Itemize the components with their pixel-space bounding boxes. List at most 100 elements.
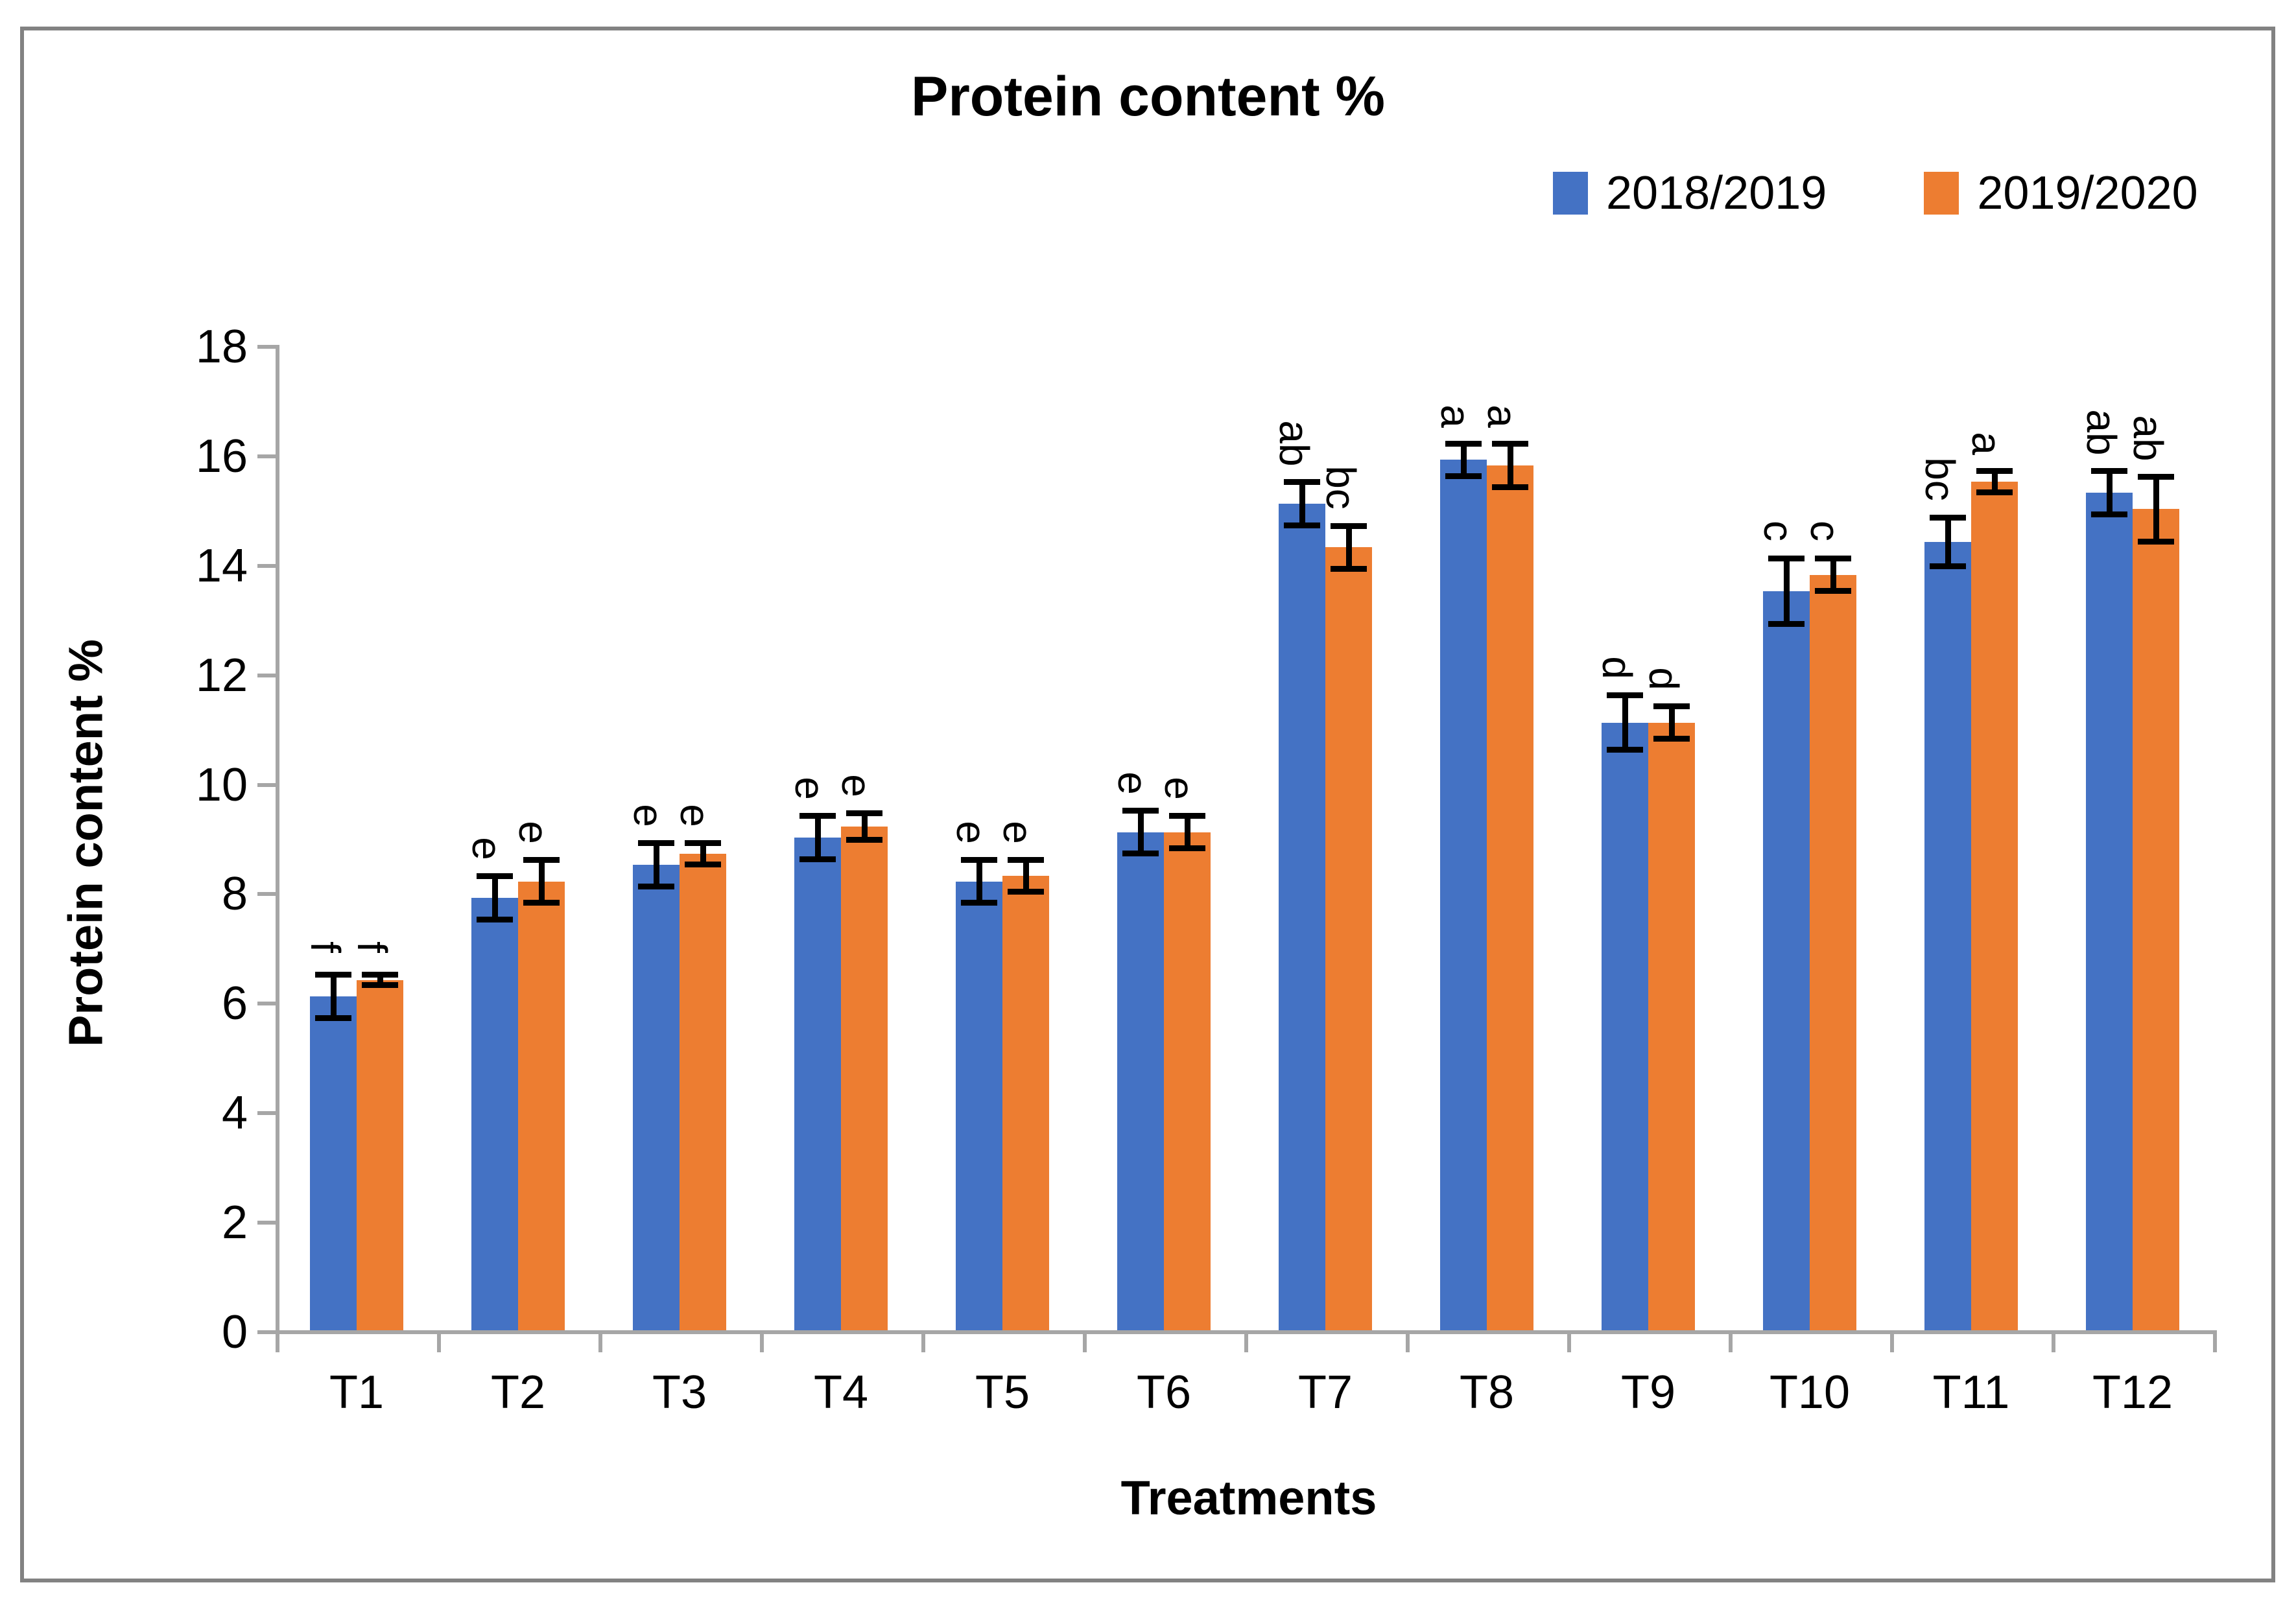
significance-letter: e xyxy=(1156,777,1203,801)
x-tick xyxy=(1729,1330,1733,1352)
significance-letter: ab xyxy=(2078,409,2125,456)
error-bar-line xyxy=(1023,859,1029,893)
bar-T8-2019-2020 xyxy=(1487,465,1533,1330)
x-axis-category-label: T5 xyxy=(975,1367,1030,1418)
error-bar-cap-top xyxy=(799,813,836,819)
error-bar-line xyxy=(2106,471,2113,515)
y-tick xyxy=(257,892,276,897)
legend-item-2019-2020: 2019/2020 xyxy=(1924,167,2198,219)
bar-T3-2018-2019 xyxy=(633,865,680,1330)
error-bar-line xyxy=(1507,443,1513,487)
y-tick xyxy=(257,1330,276,1334)
significance-letter: f xyxy=(349,941,396,953)
error-bar-line xyxy=(2153,476,2159,542)
error-bar-cap-top xyxy=(1445,441,1482,447)
x-tick xyxy=(760,1330,764,1352)
significance-letter: bc xyxy=(1917,457,1963,501)
y-tick-label: 0 xyxy=(221,1306,248,1358)
x-tick xyxy=(437,1330,441,1352)
error-bar-cap-bottom xyxy=(1768,620,1805,627)
bar-T12-2019-2020 xyxy=(2133,509,2179,1330)
error-bar-line xyxy=(1184,816,1190,849)
bar-T7-2019-2020 xyxy=(1325,547,1372,1330)
y-tick-label: 4 xyxy=(221,1087,248,1140)
chart-title: Protein content % xyxy=(910,65,1386,128)
significance-letter: e xyxy=(948,820,995,844)
y-axis-title: Protein content % xyxy=(58,639,113,1048)
error-bar-cap-top xyxy=(2138,473,2174,480)
x-tick xyxy=(276,1330,279,1352)
error-bar-cap-bottom xyxy=(2091,511,2127,517)
bar-T4-2019-2020 xyxy=(841,827,888,1330)
y-tick-label: 8 xyxy=(221,868,248,921)
y-tick-label: 18 xyxy=(195,321,248,373)
error-bar-line xyxy=(700,843,706,865)
x-axis-category-label: T3 xyxy=(652,1367,707,1418)
y-axis-line xyxy=(276,345,279,1334)
error-bar-line xyxy=(377,974,383,985)
x-tick xyxy=(598,1330,602,1352)
bar-T6-2019-2020 xyxy=(1164,832,1211,1330)
y-tick-label: 12 xyxy=(195,649,248,701)
x-axis-title: Treatments xyxy=(1120,1471,1377,1525)
legend-label: 2018/2019 xyxy=(1606,167,1827,219)
y-tick xyxy=(257,454,276,458)
error-bar-cap-top xyxy=(961,856,997,863)
error-bar-cap-top xyxy=(685,840,721,847)
error-bar-cap-bottom xyxy=(1930,563,1966,569)
error-bar-cap-bottom xyxy=(1008,889,1044,895)
error-bar-cap-top xyxy=(1653,703,1690,710)
error-bar-line xyxy=(491,876,498,920)
x-tick xyxy=(1244,1330,1248,1352)
significance-letter: e xyxy=(625,804,672,828)
significance-letter: e xyxy=(672,804,718,828)
significance-letter: d xyxy=(1640,667,1687,691)
x-axis-category-label: T9 xyxy=(1620,1367,1676,1418)
error-bar-line xyxy=(653,843,659,887)
significance-letter: e xyxy=(833,774,880,797)
error-bar-cap-top xyxy=(1492,441,1528,447)
error-bar-cap-bottom xyxy=(1815,588,1851,594)
significance-letter: e xyxy=(787,777,833,801)
error-bar-line xyxy=(1345,525,1352,570)
error-bar-line xyxy=(1622,695,1628,750)
significance-letter: e xyxy=(1109,771,1156,795)
significance-letter: a xyxy=(1963,432,2010,456)
x-tick xyxy=(1567,1330,1571,1352)
legend-label: 2019/2020 xyxy=(1977,167,2198,219)
x-axis-category-label: T8 xyxy=(1459,1367,1515,1418)
error-bar-line xyxy=(1991,471,1998,493)
error-bar-cap-top xyxy=(523,856,560,863)
significance-letter: f xyxy=(302,941,349,953)
error-bar-cap-top xyxy=(315,972,351,978)
bar-T2-2018-2019 xyxy=(471,897,518,1330)
bar-T11-2018-2019 xyxy=(1924,542,1971,1330)
error-bar-cap-bottom xyxy=(477,916,513,922)
y-tick xyxy=(257,345,276,349)
bar-T11-2019-2020 xyxy=(1971,482,2018,1330)
x-axis-category-label: T1 xyxy=(329,1367,385,1418)
error-bar-cap-top xyxy=(1768,556,1805,562)
error-bar-cap-bottom xyxy=(362,982,398,988)
error-bar-cap-top xyxy=(477,873,513,880)
legend-swatch-blue xyxy=(1553,172,1588,215)
significance-letter: a xyxy=(1479,405,1526,428)
x-axis-category-label: T11 xyxy=(1932,1367,2010,1418)
bar-T8-2018-2019 xyxy=(1440,460,1487,1330)
legend-item-2018-2019: 2018/2019 xyxy=(1553,170,1827,217)
error-bar-cap-bottom xyxy=(846,837,882,843)
error-bar-cap-top xyxy=(1815,556,1851,562)
significance-letter: ab xyxy=(1271,420,1318,467)
error-bar-line xyxy=(1830,558,1836,591)
bar-T12-2018-2019 xyxy=(2086,493,2133,1330)
error-bar-cap-bottom xyxy=(638,884,674,889)
x-tick xyxy=(1083,1330,1087,1352)
legend: 2018/2019 2019/2020 xyxy=(1553,170,2198,217)
x-tick xyxy=(1406,1330,1410,1352)
x-axis-category-label: T4 xyxy=(813,1367,869,1418)
x-axis-category-label: T10 xyxy=(1769,1367,1851,1418)
error-bar-cap-bottom xyxy=(1445,473,1482,479)
significance-letter: d xyxy=(1594,656,1640,680)
error-bar-line xyxy=(538,859,545,904)
error-bar-cap-bottom xyxy=(1607,746,1643,753)
